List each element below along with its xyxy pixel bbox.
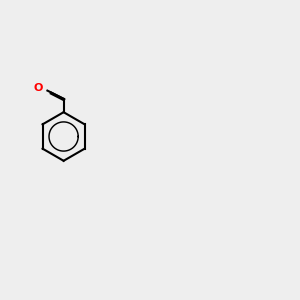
Text: O: O xyxy=(33,83,43,93)
